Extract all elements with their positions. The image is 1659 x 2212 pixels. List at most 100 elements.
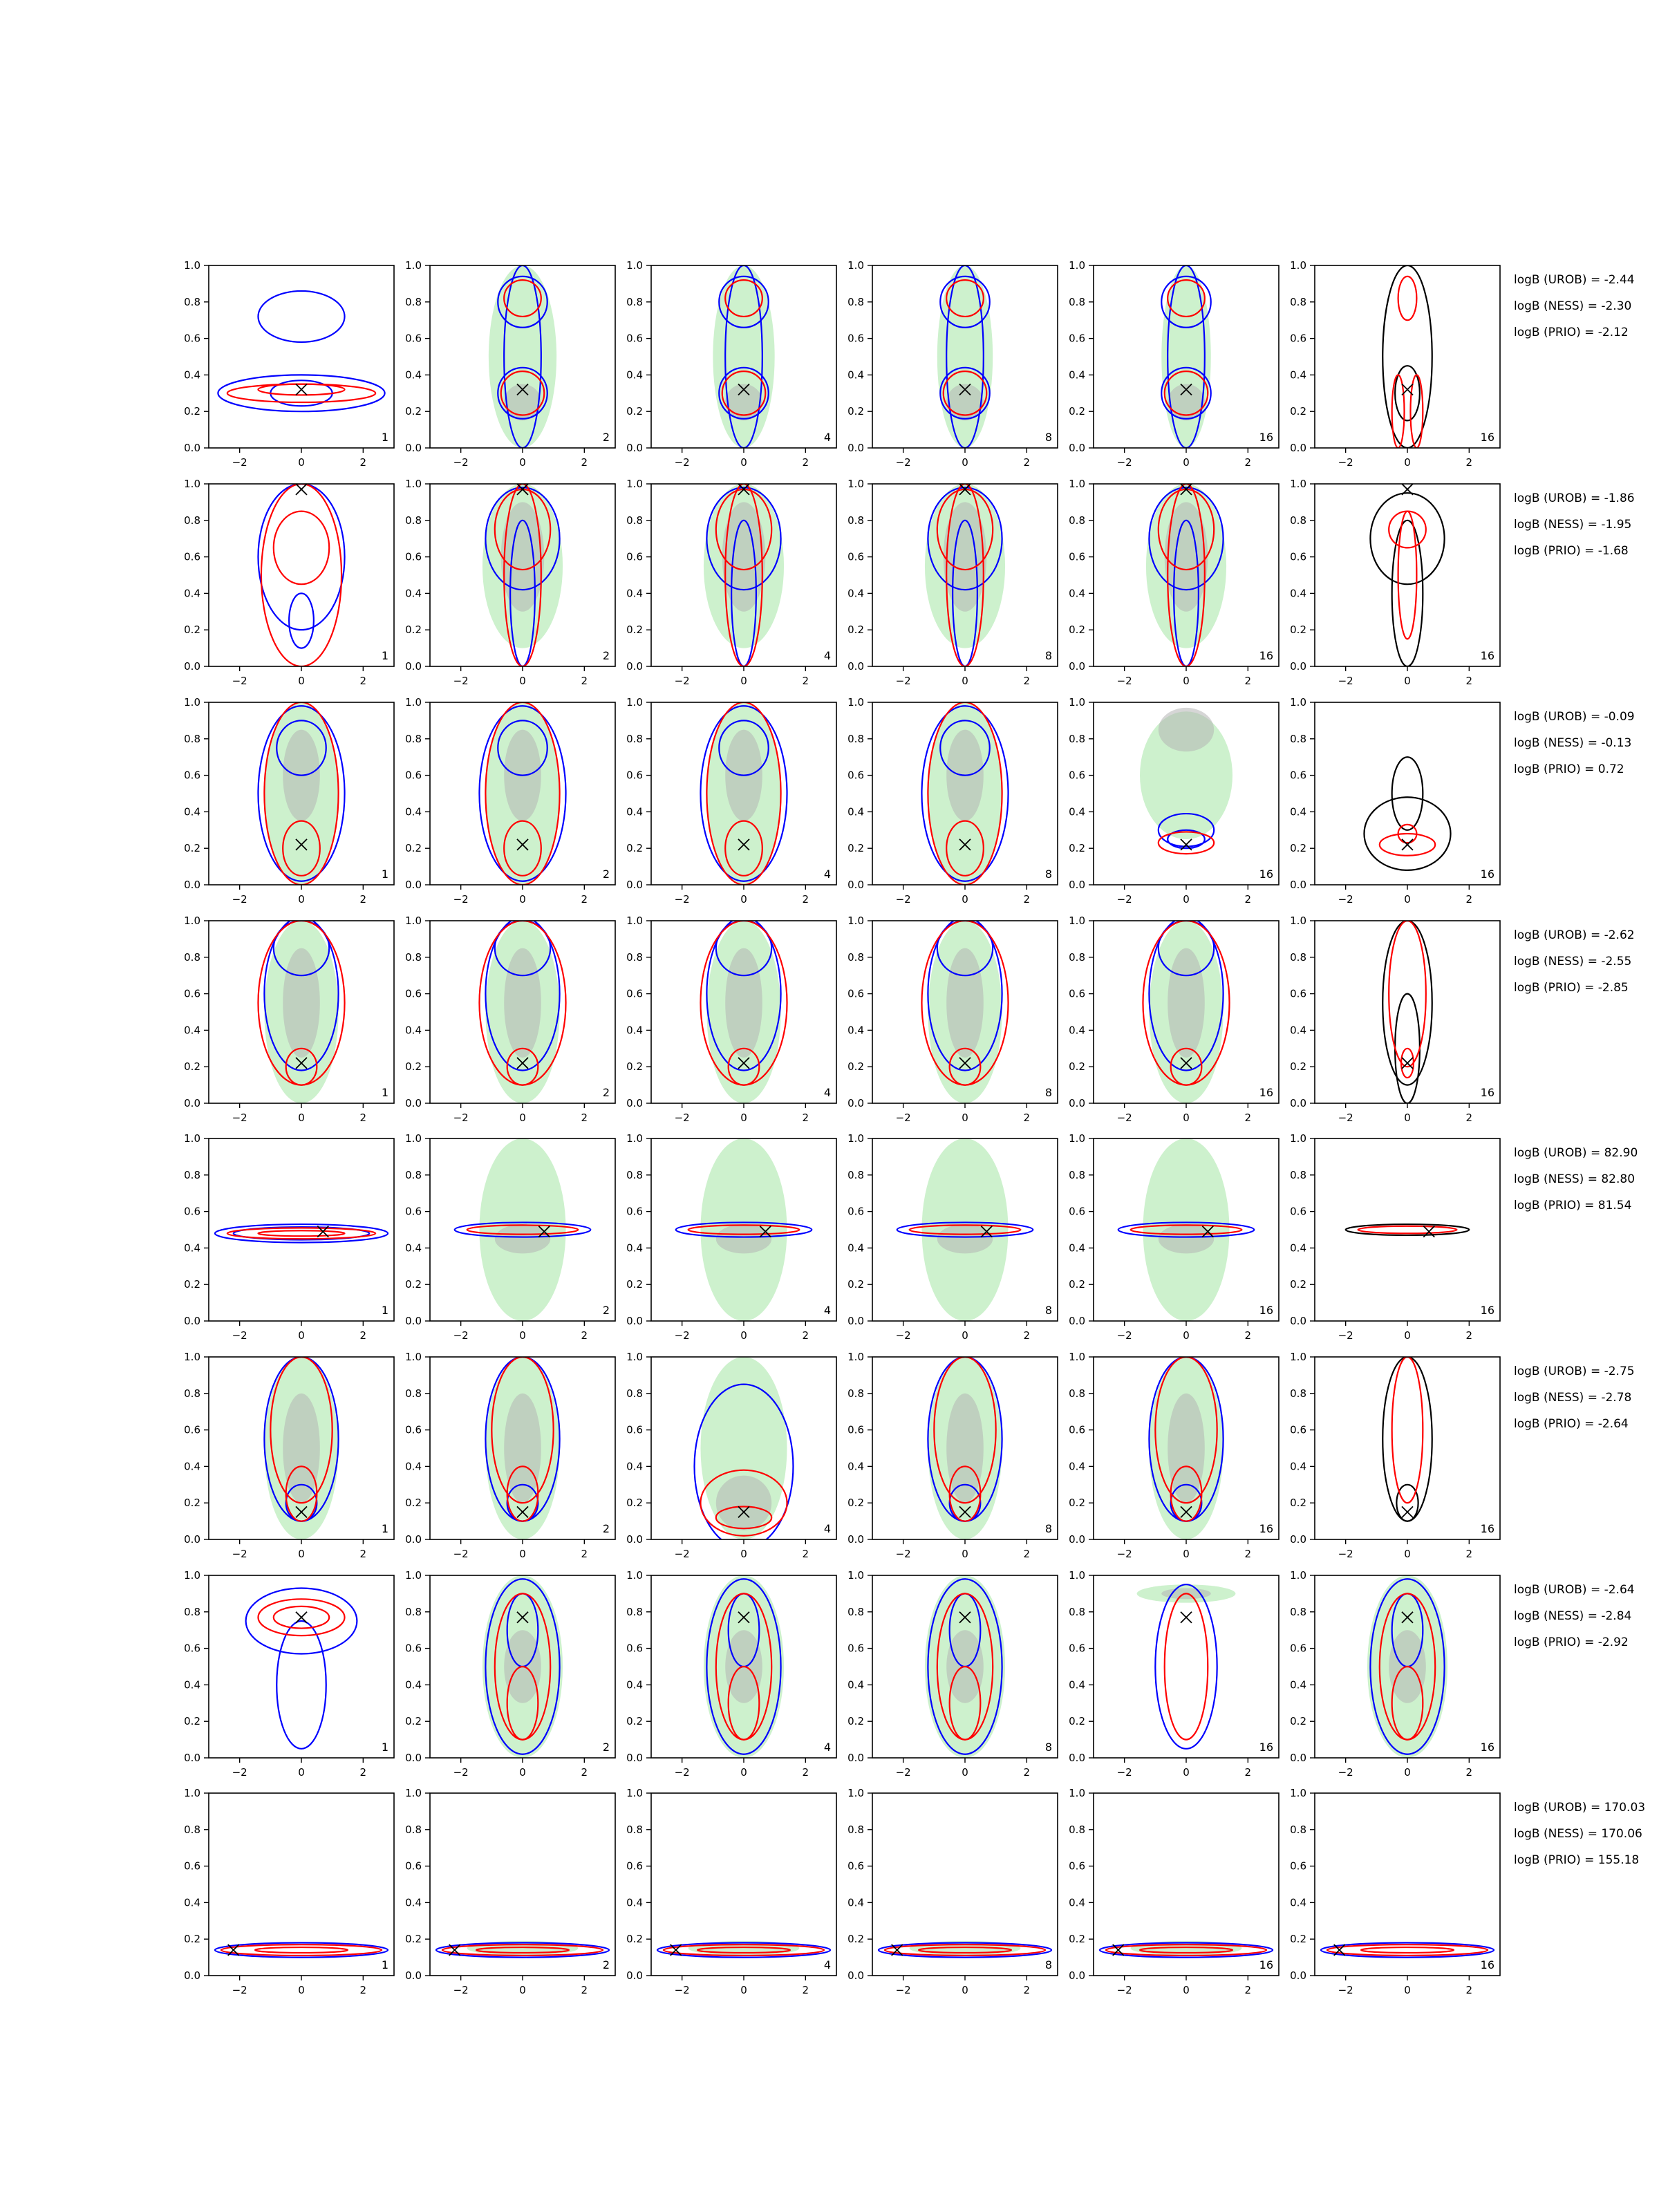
x-tick-label: −2 <box>1338 893 1353 906</box>
panel-r6-c3: −2 0 2 0.0 0.2 0.4 0.6 0.8 1.0 4 <box>626 1351 837 1560</box>
true-value-marker <box>516 383 529 396</box>
y-tick-label: 0.0 <box>1290 660 1306 673</box>
true-value-marker <box>1401 483 1414 496</box>
y-tick-label: 0.4 <box>1069 1241 1085 1254</box>
red-contour <box>946 820 984 877</box>
red-contour <box>942 371 988 416</box>
y-tick-label: 0.4 <box>184 1024 200 1036</box>
y-tick-label: 0.6 <box>1069 551 1085 563</box>
y-tick-label: 0.8 <box>405 733 422 745</box>
true-value-marker <box>1401 1611 1414 1624</box>
panel-grid: −2 0 2 0.0 0.2 0.4 0.6 0.8 1.0 1 −2 0 2 0.0 0.2 0.4 0.6 0… <box>184 259 1501 1996</box>
y-tick-label: 0.6 <box>1290 1206 1306 1218</box>
panel-contours <box>1145 484 1227 666</box>
red-contour <box>715 1506 773 1530</box>
x-tick-label: 0 <box>519 1329 526 1342</box>
x-tick-label: 0 <box>962 675 968 687</box>
y-tick-label: 1.0 <box>1069 1351 1085 1363</box>
y-tick-label: 0.6 <box>847 551 864 563</box>
red-contour <box>1391 1665 1424 1741</box>
red-contour <box>257 1598 346 1637</box>
green-contour <box>937 265 993 448</box>
y-tick-label: 0.6 <box>626 1424 643 1436</box>
blue-contour <box>1148 921 1224 1071</box>
y-tick-label: 1.0 <box>184 1351 200 1363</box>
panel-frame <box>1093 1575 1280 1759</box>
y-tick-label: 0.8 <box>847 514 864 527</box>
red-contour <box>254 1946 349 1954</box>
y-tick-label: 0.8 <box>847 1606 864 1618</box>
red-contour <box>948 1665 982 1741</box>
y-tick-label: 0.0 <box>184 442 200 454</box>
x-tick-label: −2 <box>1338 675 1353 687</box>
true-value-marker <box>1180 383 1192 396</box>
y-tick-label: 1.0 <box>1290 259 1306 272</box>
red-contour <box>700 1469 788 1537</box>
red-contour <box>441 1944 604 1957</box>
y-tick-label: 0.4 <box>1290 1241 1306 1254</box>
x-tick-label: 0 <box>1183 1548 1190 1560</box>
blue-contour <box>706 921 782 1071</box>
red-contour <box>282 820 321 877</box>
red-contour <box>272 510 330 585</box>
gray-contour <box>1168 948 1205 1058</box>
y-tick-label: 0.6 <box>626 988 643 1000</box>
x-tick-label: 0 <box>1404 1329 1411 1342</box>
panel-frame <box>208 1792 395 1976</box>
y-tick-label: 0.8 <box>847 1824 864 1836</box>
y-tick-label: 0.2 <box>1069 405 1085 418</box>
red-contour <box>948 1047 982 1086</box>
logb-stat: logB (UROB) = -2.62 <box>1514 928 1635 942</box>
true-value-marker <box>1401 1057 1414 1069</box>
blue-contour <box>706 487 782 591</box>
true-value-marker <box>738 1506 750 1519</box>
x-tick-label: −2 <box>896 1548 911 1560</box>
y-tick-label: 0.4 <box>405 587 422 599</box>
y-tick-label: 0.8 <box>626 1169 643 1181</box>
true-value-marker <box>959 1611 971 1624</box>
panel-r5-c2: −2 0 2 0.0 0.2 0.4 0.6 0.8 1.0 2 <box>405 1132 616 1342</box>
true-value-marker <box>295 1611 308 1624</box>
y-tick-label: 0.4 <box>1290 1896 1306 1909</box>
x-tick-label: 0 <box>962 1984 968 1996</box>
x-tick-label: −2 <box>1338 1112 1353 1124</box>
blue-contour <box>700 705 788 882</box>
x-tick-label: −2 <box>232 893 247 906</box>
y-tick-label: 0.2 <box>1290 1497 1306 1509</box>
panel-contours <box>700 921 788 1103</box>
x-tick-label: −2 <box>453 1329 469 1342</box>
y-tick-label: 1.0 <box>847 478 864 490</box>
y-tick-label: 0.0 <box>626 879 643 891</box>
logb-stat: logB (NESS) = -0.13 <box>1514 736 1631 750</box>
y-tick-label: 0.8 <box>1069 733 1085 745</box>
y-tick-label: 0.8 <box>1290 1824 1306 1836</box>
panel-contours <box>482 484 563 666</box>
x-tick-label: −2 <box>453 1766 469 1779</box>
y-tick-label: 0.6 <box>405 988 422 1000</box>
panel-contours <box>1382 1357 1433 1522</box>
panel-number-label: 16 <box>1481 1522 1494 1535</box>
red-contour <box>1397 510 1418 640</box>
y-tick-label: 0.0 <box>847 879 864 891</box>
x-tick-label: 2 <box>1024 1112 1031 1124</box>
black-contour <box>1394 365 1421 422</box>
y-tick-label: 1.0 <box>626 1351 643 1363</box>
blue-contour <box>1173 519 1199 666</box>
y-tick-label: 1.0 <box>1290 915 1306 927</box>
panel-r6-c6: −2 0 2 0.0 0.2 0.4 0.6 0.8 1.0 16 <box>1290 1351 1501 1560</box>
x-tick-label: −2 <box>1338 1766 1353 1779</box>
blue-contour <box>877 1942 1053 1958</box>
panel-r5-c3: −2 0 2 0.0 0.2 0.4 0.6 0.8 1.0 4 <box>626 1132 837 1342</box>
logb-stat: logB (NESS) = -2.55 <box>1514 955 1631 968</box>
y-tick-label: 0.4 <box>626 1241 643 1254</box>
panel-contours <box>924 1575 1006 1758</box>
blue-contour <box>1148 487 1224 591</box>
y-tick-label: 0.4 <box>847 1678 864 1691</box>
y-tick-label: 0.0 <box>1069 1097 1085 1109</box>
x-tick-label: 2 <box>360 1766 367 1779</box>
panel-number-label: 2 <box>603 431 610 444</box>
x-tick-label: 2 <box>360 1984 367 1996</box>
red-contour <box>257 383 346 396</box>
y-tick-label: 0.2 <box>1069 842 1085 854</box>
